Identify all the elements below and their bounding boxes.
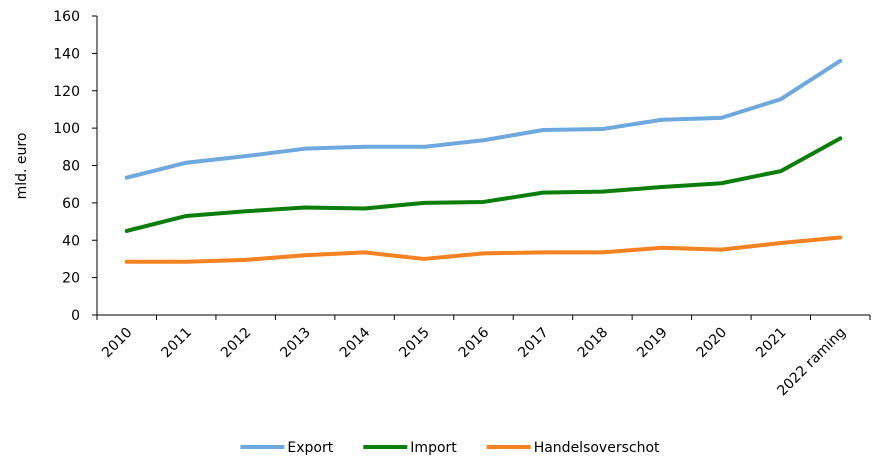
legend-item: Export [240, 440, 334, 456]
x-tick-label: 2021 [753, 325, 790, 362]
x-tick-label: 2018 [575, 325, 612, 362]
legend-label: Handelsoverschot [534, 440, 660, 456]
x-tick-label: 2013 [277, 325, 314, 362]
y-tick-label: 160 [53, 9, 80, 25]
y-tick-label: 40 [62, 233, 80, 249]
y-tick-label: 140 [53, 46, 80, 62]
x-tick-label: 2011 [159, 325, 196, 362]
x-tick-label: 2016 [456, 324, 493, 361]
x-tick-label: 2010 [99, 325, 136, 362]
y-tick-label: 80 [62, 159, 80, 175]
y-axis-title: mld. euro [14, 133, 30, 200]
y-tick-label: 0 [71, 308, 80, 324]
x-tick-label: 2015 [396, 325, 433, 362]
x-tick-label: 2020 [694, 325, 731, 362]
y-tick-label: 60 [62, 196, 80, 212]
legend-item: Import [363, 440, 457, 456]
legend-label: Import [410, 440, 457, 456]
y-tick-label: 20 [62, 271, 80, 287]
series-line-handelsoverschot [124, 235, 843, 264]
x-tick-label: 2012 [218, 325, 255, 362]
legend-item: Handelsoverschot [486, 440, 660, 456]
x-tick-label: 2019 [634, 325, 671, 362]
x-tick-label: 2017 [515, 325, 552, 362]
legend-label: Export [287, 440, 333, 456]
y-tick-label: 120 [53, 84, 80, 100]
legend: Export Import Handelsoverschot [240, 440, 660, 456]
series-line-import [124, 136, 843, 233]
series-line-export [124, 58, 843, 180]
x-tick-label: 2014 [337, 324, 374, 361]
y-tick-label: 100 [53, 121, 80, 137]
